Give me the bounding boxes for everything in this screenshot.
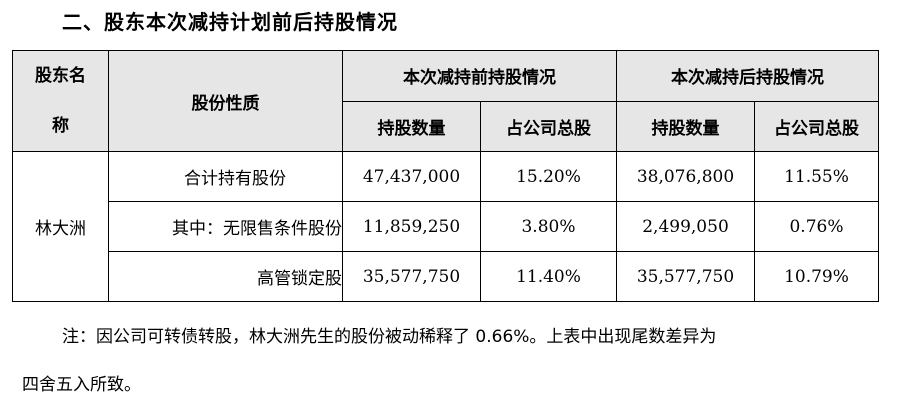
row-after-shares: 35,577,750 [616,251,755,302]
row-nature: 合计持有股份 [108,151,343,202]
table-row: 其中：无限售条件股份 11,859,250 3.80% 2,499,050 0.… [13,201,879,252]
row-before-ratio: 3.80% [480,201,617,252]
holder-name: 林大洲 [12,151,109,302]
row-after-ratio: 11.55% [754,151,879,202]
header-after-ratio: 占公司总股 [754,100,879,152]
row-after-shares: 2,499,050 [616,201,755,252]
row-before-shares: 35,577,750 [342,251,481,302]
row-nature: 其中：无限售条件股份 [108,201,343,252]
header-after: 本次减持后持股情况 [616,50,879,102]
header-nature: 股份性质 [108,50,343,152]
header-row-2: 持股数量 占公司总股 持股数量 占公司总股 [13,100,879,152]
header-before: 本次减持前持股情况 [342,50,617,102]
row-before-ratio: 15.20% [480,151,617,202]
row-before-shares: 47,437,000 [342,151,481,202]
footnote-line-2: 四舍五入所致。 [22,375,141,395]
header-before-shares: 持股数量 [342,100,481,152]
holdings-table: 股东名 称 股份性质 本次减持前持股情况 本次减持后持股情况 持股数量 占公司总… [12,50,879,302]
header-holder-line1: 股东名 [35,66,86,86]
row-after-ratio: 10.79% [754,251,879,302]
row-after-shares: 38,076,800 [616,151,755,202]
header-row-1: 股东名 称 股份性质 本次减持前持股情况 本次减持后持股情况 [12,50,879,152]
table-row: 林大洲 合计持有股份 47,437,000 15.20% 38,076,800 … [12,151,879,302]
row-after-ratio: 0.76% [754,201,879,252]
header-before-ratio: 占公司总股 [480,100,617,152]
row-before-ratio: 11.40% [480,251,617,302]
header-holder-line2: 称 [52,116,69,136]
row-nature: 高管锁定股 [108,251,343,302]
row-before-shares: 11,859,250 [342,201,481,252]
section-title: 二、股东本次减持计划前后持股情况 [62,10,398,34]
header-holder: 股东名 称 [12,50,109,152]
header-after-shares: 持股数量 [616,100,755,152]
footnote-line-1: 注：因公司可转债转股，林大洲先生的股份被动稀释了 0.66%。上表中出现尾数差异… [62,327,717,347]
table-row: 高管锁定股 35,577,750 11.40% 35,577,750 10.79… [13,251,879,302]
